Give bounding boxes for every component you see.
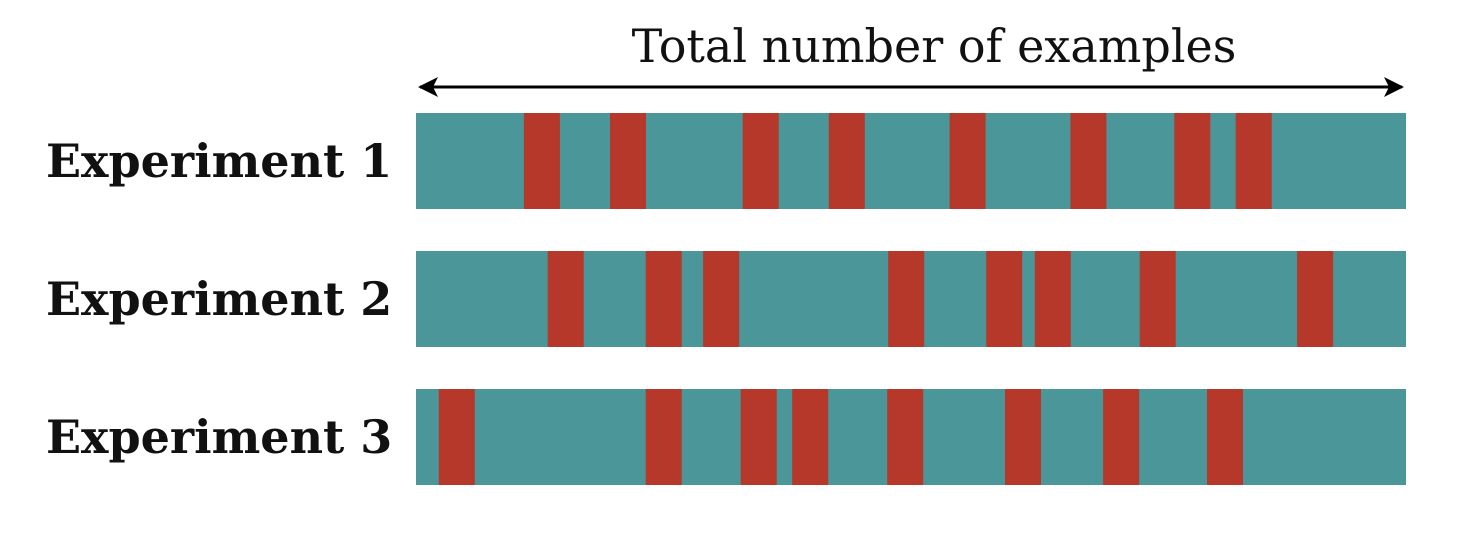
experiment-rows: Experiment 1 Experiment 2 Experiment 3 [46, 113, 1406, 485]
experiment-1-highlight-1 [523, 113, 560, 209]
experiment-3-highlight-8 [1207, 389, 1243, 485]
experiment-1-highlight-6 [1070, 113, 1107, 209]
experiment-1-highlight-7 [1174, 113, 1211, 209]
experiment-2-highlight-4 [888, 251, 925, 347]
experiment-3-highlight-5 [887, 389, 924, 485]
experiment-2-highlight-2 [645, 251, 682, 347]
experiment-2-highlight-8 [1297, 251, 1334, 347]
experiment-3-highlight-1 [438, 389, 475, 485]
experiment-2-highlight-3 [703, 251, 740, 347]
experiment-2-highlight-7 [1139, 251, 1176, 347]
experiment-3-highlight-3 [740, 389, 777, 485]
experiment-3-highlight-7 [1103, 389, 1140, 485]
experiment-2-highlight-1 [547, 251, 584, 347]
experiment-2-highlight-5 [986, 251, 1023, 347]
experiment-3-highlight-6 [1005, 389, 1041, 485]
experiment-1-highlight-2 [610, 113, 646, 209]
experiment-2-highlight-6 [1034, 251, 1071, 347]
experiment-1-highlight-4 [828, 113, 865, 209]
experiment-3-highlight-2 [645, 389, 682, 485]
experiment-2-label: Experiment 2 [46, 272, 392, 326]
experiment-3-highlight-4 [792, 389, 829, 485]
axis-title: Total number of examples [632, 19, 1237, 73]
experiment-1-highlight-3 [742, 113, 779, 209]
experiment-3-label: Experiment 3 [46, 410, 392, 464]
experiment-1-highlight-8 [1235, 113, 1272, 209]
experiment-1-highlight-5 [949, 113, 986, 209]
experiment-1-label: Experiment 1 [46, 134, 392, 188]
